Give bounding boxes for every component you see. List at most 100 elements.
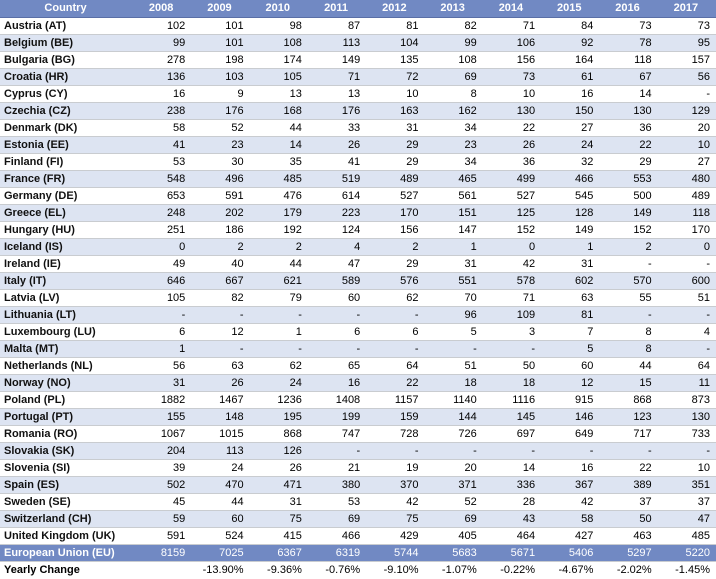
value-cell: 202 [191, 205, 249, 222]
column-header-year: 2011 [308, 0, 366, 18]
value-cell: 24 [191, 460, 249, 477]
yearly-change-cell: -0.22% [483, 562, 541, 579]
value-cell: 20 [658, 120, 716, 137]
yearly-change-cell: -9.36% [250, 562, 308, 579]
country-cell: Bulgaria (BG) [0, 52, 133, 69]
value-cell: 163 [366, 103, 424, 120]
value-cell: 29 [599, 154, 657, 171]
value-cell: 471 [250, 477, 308, 494]
value-cell: 21 [308, 460, 366, 477]
value-cell: 44 [191, 494, 249, 511]
country-cell: European Union (EU) [0, 545, 133, 562]
value-cell: 147 [424, 222, 482, 239]
value-cell: 527 [483, 188, 541, 205]
value-cell: 717 [599, 426, 657, 443]
value-cell: 92 [541, 35, 599, 52]
yearly-change-row: Yearly Change-13.90%-9.36%-0.76%-9.10%-1… [0, 562, 716, 579]
value-cell: 84 [541, 18, 599, 35]
value-cell: 125 [483, 205, 541, 222]
value-cell: 2 [191, 239, 249, 256]
value-cell: 2 [599, 239, 657, 256]
value-cell: 591 [133, 528, 191, 545]
value-cell: 82 [191, 290, 249, 307]
value-cell: 51 [424, 358, 482, 375]
value-cell: 101 [191, 18, 249, 35]
value-cell: 18 [483, 375, 541, 392]
value-cell: 1157 [366, 392, 424, 409]
value-cell: 16 [133, 86, 191, 103]
value-cell: - [191, 341, 249, 358]
value-cell: 130 [658, 409, 716, 426]
value-cell: 429 [366, 528, 424, 545]
value-cell: 485 [250, 171, 308, 188]
country-cell: Greece (EL) [0, 205, 133, 222]
value-cell: 9 [191, 86, 249, 103]
value-cell: 371 [424, 477, 482, 494]
value-cell: 10 [658, 460, 716, 477]
value-cell: 14 [483, 460, 541, 477]
value-cell: - [308, 443, 366, 460]
value-cell: 31 [250, 494, 308, 511]
value-cell: 1408 [308, 392, 366, 409]
value-cell: 499 [483, 171, 541, 188]
value-cell: 23 [424, 137, 482, 154]
value-cell: 99 [424, 35, 482, 52]
value-cell: 81 [366, 18, 424, 35]
value-cell: 37 [658, 494, 716, 511]
value-cell: 63 [541, 290, 599, 307]
value-cell: 1 [424, 239, 482, 256]
value-cell: - [658, 341, 716, 358]
value-cell: 747 [308, 426, 366, 443]
value-cell: 12 [191, 324, 249, 341]
value-cell: 124 [308, 222, 366, 239]
value-cell: 336 [483, 477, 541, 494]
value-cell: 159 [366, 409, 424, 426]
value-cell: 41 [308, 154, 366, 171]
country-cell: Croatia (HR) [0, 69, 133, 86]
value-cell: 405 [424, 528, 482, 545]
value-cell: 103 [191, 69, 249, 86]
value-cell: 60 [541, 358, 599, 375]
value-cell: 600 [658, 273, 716, 290]
value-cell: 82 [424, 18, 482, 35]
value-cell: 5406 [541, 545, 599, 562]
value-cell: 667 [191, 273, 249, 290]
value-cell: 13 [308, 86, 366, 103]
yearly-change-cell: -1.07% [424, 562, 482, 579]
value-cell: 278 [133, 52, 191, 69]
value-cell: 71 [308, 69, 366, 86]
value-cell: 60 [191, 511, 249, 528]
value-cell: 40 [191, 256, 249, 273]
value-cell: 102 [133, 18, 191, 35]
value-cell: 31 [133, 375, 191, 392]
value-cell: 8 [599, 324, 657, 341]
value-cell: 27 [541, 120, 599, 137]
value-cell: 15 [599, 375, 657, 392]
value-cell: 199 [308, 409, 366, 426]
column-header-year: 2015 [541, 0, 599, 18]
value-cell: - [658, 443, 716, 460]
country-cell: Hungary (HU) [0, 222, 133, 239]
value-cell: 73 [599, 18, 657, 35]
value-cell: 6 [308, 324, 366, 341]
value-cell: 51 [658, 290, 716, 307]
value-cell: 129 [658, 103, 716, 120]
value-cell: 50 [599, 511, 657, 528]
value-cell: 1015 [191, 426, 249, 443]
value-cell: 13 [250, 86, 308, 103]
value-cell: 20 [424, 460, 482, 477]
value-cell: 67 [599, 69, 657, 86]
value-cell: 59 [133, 511, 191, 528]
value-cell: 37 [599, 494, 657, 511]
value-cell: 1140 [424, 392, 482, 409]
